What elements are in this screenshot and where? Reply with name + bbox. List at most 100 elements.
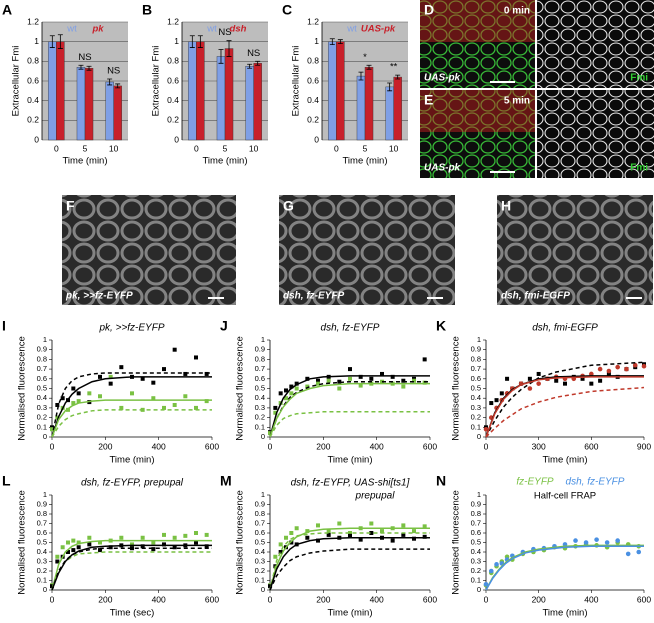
data-point	[390, 538, 395, 543]
y-tick-label: 0.6	[471, 374, 481, 383]
y-tick-label: 1	[174, 36, 179, 46]
bar	[76, 67, 86, 141]
y-tick-label: 0.8	[255, 509, 265, 518]
y-tick-label: 0	[43, 585, 47, 594]
bar	[393, 76, 402, 141]
fit-line	[51, 544, 212, 591]
data-point	[289, 384, 294, 389]
data-point	[71, 538, 76, 543]
axes	[269, 340, 430, 438]
data-point	[401, 532, 406, 537]
data-point	[563, 381, 567, 386]
annotation: NS	[78, 52, 91, 63]
y-tick-label: 0.5	[37, 537, 47, 546]
x-axis-label: Time (min)	[109, 455, 154, 466]
data-point	[326, 529, 331, 534]
data-point	[380, 529, 384, 534]
error-bar	[107, 78, 113, 86]
fit-line	[269, 548, 430, 591]
legend-entry: wt	[206, 24, 217, 35]
y-tick-label: 0.8	[307, 56, 319, 66]
y-tick-label: 0.2	[37, 566, 47, 575]
panel-letter: D	[424, 2, 434, 18]
y-tick-label: 0.8	[471, 354, 481, 363]
y-tick-label: 0.3	[255, 403, 265, 412]
y-tick-label: 0.4	[167, 95, 179, 105]
data-point	[316, 378, 320, 383]
image	[537, 0, 654, 88]
axes	[51, 340, 212, 438]
data-point	[194, 355, 198, 360]
fit-line	[485, 545, 644, 591]
y-axis-label: Normalised fluorescence	[235, 336, 246, 441]
y-tick-label: 0.2	[255, 413, 265, 422]
data-point	[494, 562, 499, 567]
y-tick-label: 0.6	[255, 528, 265, 537]
fit-line	[269, 537, 430, 591]
x-tick-label: 0	[50, 441, 55, 451]
y-tick-label: 0.4	[255, 547, 265, 556]
y-tick-label: 0.5	[471, 383, 481, 392]
data-point	[130, 391, 134, 396]
x-tick-label: 400	[370, 441, 384, 451]
y-tick-label: 0.8	[27, 56, 39, 66]
panel-letter: I	[2, 318, 6, 334]
fit-line	[51, 409, 212, 438]
data-point	[422, 524, 427, 529]
panel-g: G dsh, fz-EYFP	[279, 195, 455, 305]
data-point	[348, 533, 352, 538]
data-point	[98, 548, 102, 553]
data-point	[140, 535, 145, 540]
chart-subtitle: Half-cell FRAP	[534, 491, 596, 502]
x-tick-label: 900	[637, 441, 651, 451]
data-point	[60, 545, 65, 550]
panel-letter: G	[283, 198, 294, 214]
axes	[269, 495, 430, 591]
data-point	[108, 374, 113, 379]
x-tick-label: 400	[370, 594, 384, 604]
annotation: NS	[247, 48, 260, 59]
data-point	[326, 378, 331, 383]
x-tick-label: 200	[98, 594, 112, 604]
y-axis-label: Normalised fluorescence	[235, 490, 246, 595]
data-point	[76, 540, 81, 545]
annotation: *	[363, 52, 367, 63]
y-tick-label: 0	[261, 585, 265, 594]
data-point	[294, 386, 299, 391]
data-point	[390, 374, 395, 379]
legend-entry: dsh	[230, 24, 247, 35]
data-point	[348, 367, 352, 372]
y-tick-label: 0.8	[255, 354, 265, 363]
data-point	[422, 380, 427, 385]
data-point	[505, 376, 510, 381]
data-point	[284, 396, 288, 401]
fit-line	[269, 375, 430, 438]
data-point	[273, 410, 278, 415]
data-point	[183, 371, 188, 376]
data-point	[98, 540, 102, 545]
data-point	[527, 376, 532, 381]
y-tick-label: 0.2	[307, 115, 319, 125]
y-axis-label: Normalised fluorescence	[17, 336, 28, 441]
y-tick-label: 0.9	[471, 345, 481, 354]
x-tick-label: 0	[268, 441, 273, 451]
annotation: NS	[218, 27, 231, 38]
x-tick-label: 10	[389, 143, 399, 153]
y-tick-label: 1	[261, 335, 265, 344]
legend-entry: pk	[91, 24, 104, 35]
data-point	[87, 542, 92, 547]
data-point	[278, 550, 283, 554]
y-tick-label: 0.2	[37, 413, 47, 422]
y-tick-label: 0.6	[307, 75, 319, 85]
data-point	[284, 535, 288, 540]
fit-line	[485, 544, 644, 591]
image	[62, 195, 236, 305]
data-point	[636, 549, 642, 555]
y-tick-label: 0.5	[255, 383, 265, 392]
data-point	[119, 365, 124, 370]
y-tick-label: 0.6	[167, 75, 179, 85]
data-point	[71, 401, 76, 406]
data-point	[119, 535, 124, 540]
error-bar	[226, 40, 232, 57]
data-point	[55, 415, 60, 420]
